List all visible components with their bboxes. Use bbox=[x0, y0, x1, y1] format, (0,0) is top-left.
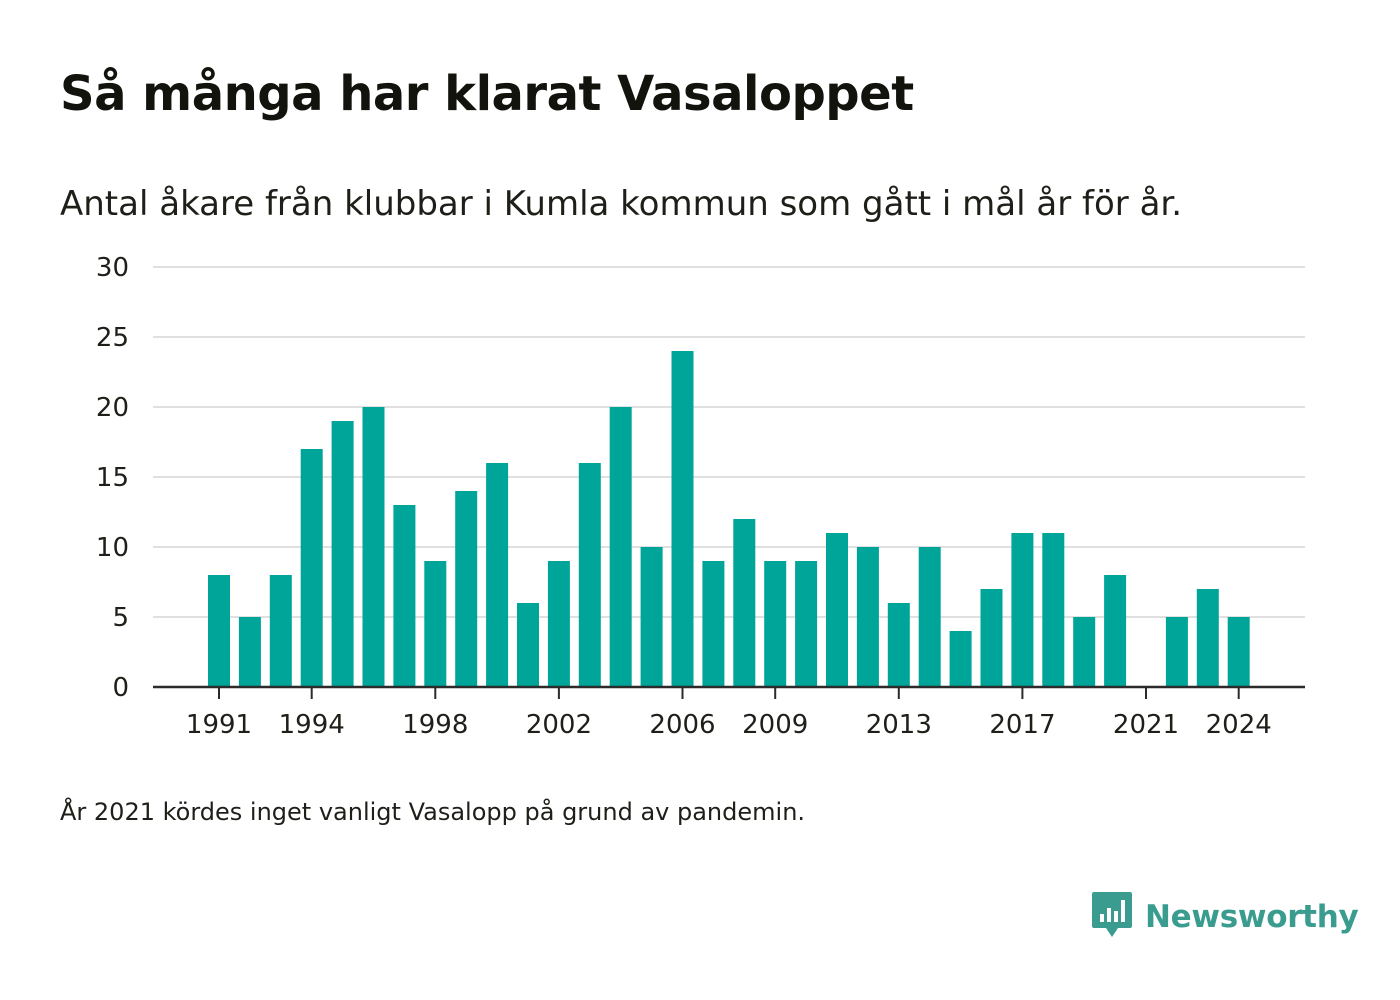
x-tick-label: 2021 bbox=[1113, 710, 1179, 740]
y-tick-label: 30 bbox=[96, 253, 129, 283]
bar-1994 bbox=[300, 449, 323, 687]
bar-2015 bbox=[949, 631, 972, 687]
x-tick-label: 1994 bbox=[279, 710, 345, 740]
bar-1992 bbox=[238, 617, 261, 687]
bar-2022 bbox=[1165, 617, 1188, 687]
bar-2004 bbox=[609, 407, 632, 687]
bar-2020 bbox=[1104, 575, 1127, 687]
bar-2008 bbox=[733, 519, 756, 687]
bar-2006 bbox=[671, 351, 694, 687]
brand-name: Newsworthy bbox=[1145, 899, 1359, 935]
chart-title: Så många har klarat Vasaloppet bbox=[60, 66, 914, 122]
x-tick-label: 2013 bbox=[866, 710, 932, 740]
bar-1991 bbox=[208, 575, 230, 687]
bar-2005 bbox=[640, 547, 663, 687]
footnote: År 2021 kördes inget vanligt Vasalopp på… bbox=[60, 798, 806, 826]
bar-1993 bbox=[269, 575, 292, 687]
newsworthy-chart-logo-icon bbox=[1091, 890, 1133, 944]
bar-2009 bbox=[764, 561, 787, 687]
bar-2011 bbox=[826, 533, 848, 687]
bar-2000 bbox=[486, 463, 509, 687]
chart-subtitle: Antal åkare från klubbar i Kumla kommun … bbox=[60, 184, 1183, 224]
bar-1996 bbox=[362, 407, 385, 687]
bar-2003 bbox=[578, 463, 601, 687]
bar-2019 bbox=[1073, 617, 1096, 687]
bar-2007 bbox=[702, 561, 725, 687]
bar-2018 bbox=[1042, 533, 1065, 687]
bars bbox=[208, 351, 1250, 687]
bar-2023 bbox=[1196, 589, 1219, 687]
bar-1995 bbox=[331, 421, 354, 687]
y-tick-label: 10 bbox=[96, 533, 129, 563]
bar-chart: 0 5 10 15 20 25 30 1991 1994 1998 2002 2006 2009 201… bbox=[96, 253, 1305, 740]
y-axis-tick-labels: 0 5 10 15 20 25 30 bbox=[96, 253, 129, 703]
x-tick-label: 1998 bbox=[402, 710, 468, 740]
x-tick-label: 2024 bbox=[1206, 710, 1272, 740]
x-tick-label: 1991 bbox=[186, 710, 252, 740]
bar-1999 bbox=[455, 491, 478, 687]
bar-2012 bbox=[856, 547, 879, 687]
bar-1997 bbox=[393, 505, 416, 687]
bar-2024 bbox=[1227, 617, 1250, 687]
bar-2010 bbox=[795, 561, 818, 687]
bar-2013 bbox=[887, 603, 910, 687]
x-tick-label: 2006 bbox=[649, 710, 715, 740]
x-tick-label: 2002 bbox=[526, 710, 592, 740]
y-tick-label: 25 bbox=[96, 323, 129, 353]
x-tick-label: 2017 bbox=[989, 710, 1055, 740]
x-axis-ticks: 1991 1994 1998 2002 2006 2009 2013 2017 2021 2024 bbox=[186, 687, 1272, 740]
y-tick-label: 5 bbox=[112, 603, 129, 633]
y-tick-label: 20 bbox=[96, 393, 129, 423]
y-tick-label: 15 bbox=[96, 463, 129, 493]
bar-2001 bbox=[517, 603, 539, 687]
gridlines bbox=[153, 266, 1305, 618]
bar-1998 bbox=[424, 561, 447, 687]
y-tick-label: 0 bbox=[112, 673, 129, 703]
bar-2014 bbox=[918, 547, 941, 687]
x-tick-label: 2009 bbox=[742, 710, 808, 740]
bar-2002 bbox=[547, 561, 570, 687]
bar-2016 bbox=[980, 589, 1003, 687]
bar-2017 bbox=[1011, 533, 1034, 687]
brand-logo[interactable]: Newsworthy bbox=[1091, 890, 1359, 944]
